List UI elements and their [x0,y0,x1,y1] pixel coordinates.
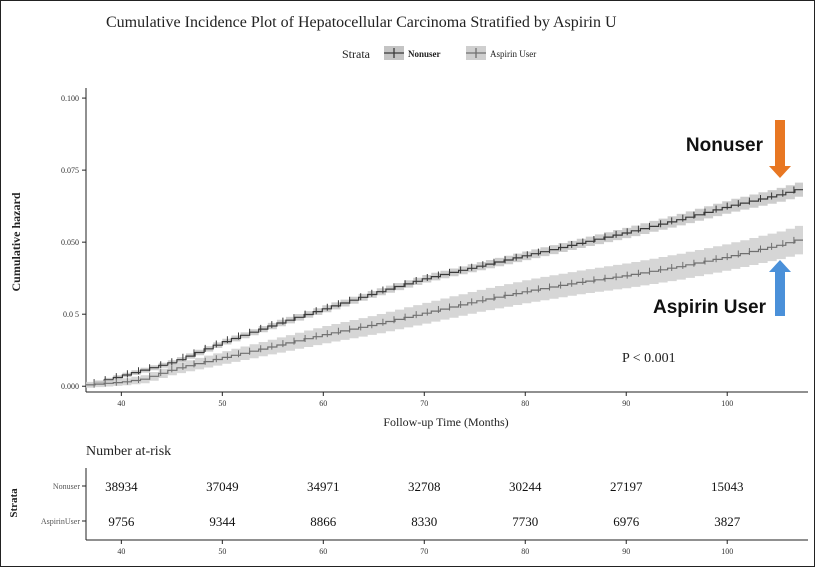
risk-cell-0-0: 38934 [105,479,138,494]
risk-cell-1-1: 9344 [209,514,236,529]
legend-title: Strata [342,47,371,61]
y-tick-label-0: 0.000 [61,382,79,391]
risk-x-tick-label-4: 80 [521,547,529,556]
risk-cell-0-5: 27197 [610,479,643,494]
risk-x-tick-label-5: 90 [622,547,630,556]
risk-x-tick-label-3: 70 [420,547,428,556]
risk-x-tick-label-0: 40 [117,547,125,556]
risk-cell-0-3: 32708 [408,479,441,494]
risk-cell-0-4: 30244 [509,479,542,494]
risk-row-label-1: AspirinUser [41,517,80,526]
risk-cell-1-3: 8330 [411,514,437,529]
annotation-nonuser: Nonuser [686,135,764,156]
risk-table-axis-label: Strata [8,488,20,518]
risk-cell-1-2: 8866 [310,514,337,529]
x-tick-label-5: 90 [622,399,630,408]
annotation-arrow-nonuser [769,120,791,178]
annotation-aspirin-user: Aspirin User [653,297,767,318]
y-axis-label: Cumulative hazard [9,192,23,291]
x-tick-label-6: 100 [721,399,733,408]
x-tick-label-1: 50 [218,399,226,408]
risk-cell-0-1: 37049 [206,479,239,494]
censor-marks-aspirin-user [93,236,795,388]
y-tick-label-2: 0.050 [61,238,79,247]
risk-x-tick-label-1: 50 [218,547,226,556]
risk-row-label-0: Nonuser [53,482,80,491]
x-tick-label-2: 60 [319,399,327,408]
risk-cell-0-2: 34971 [307,479,340,494]
y-tick-label-4: 0.100 [61,94,79,103]
legend-entry-0: Nonuser [408,49,441,59]
risk-cell-0-6: 15043 [711,479,744,494]
x-tick-label-3: 70 [420,399,428,408]
risk-table-title: Number at-risk [86,444,171,459]
annotation-p-value: P < 0.001 [622,351,676,366]
risk-x-tick-label-6: 100 [721,547,733,556]
risk-cell-1-4: 7730 [512,514,538,529]
risk-cell-1-0: 9756 [108,514,135,529]
annotation-arrow-aspirin-user [769,260,791,316]
y-tick-label-3: 0.075 [61,166,79,175]
legend-entry-1: Aspirin User [490,49,536,59]
x-tick-label-0: 40 [117,399,125,408]
risk-cell-1-6: 3827 [714,514,741,529]
y-tick-label-1: 0.0 5 [63,310,79,319]
x-axis-label: Follow-up Time (Months) [383,415,508,429]
risk-cell-1-5: 6976 [613,514,640,529]
confidence-band-aspirin-user [86,225,803,388]
risk-x-tick-label-2: 60 [319,547,327,556]
x-tick-label-4: 80 [521,399,529,408]
chart-title: Cumulative Incidence Plot of Hepatocellu… [106,14,617,31]
